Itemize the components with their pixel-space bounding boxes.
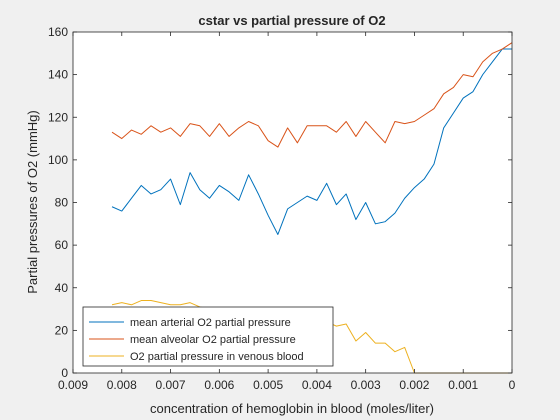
ticks-layer: 0.009 0.008 0.007 0.006 0.005 0.004 0.003 0.002… xyxy=(48,25,516,392)
x-tick-label: 0.002 xyxy=(399,378,429,392)
x-tick-label: 0.004 xyxy=(302,378,332,392)
y-tick-label: 40 xyxy=(55,281,69,295)
y-tick-label: 140 xyxy=(48,68,68,82)
y-tick-label: 0 xyxy=(61,366,68,380)
y-tick-label: 100 xyxy=(48,153,68,167)
axes-box xyxy=(72,31,513,374)
x-tick-label: 0.007 xyxy=(156,378,186,392)
legend-label-3: O2 partial pressure in venous blood xyxy=(130,351,304,363)
y-axis-label: Partial pressures of O2 (mmHg) xyxy=(25,110,40,294)
y-tick-label: 20 xyxy=(55,323,69,337)
x-tick-label: 0.003 xyxy=(351,378,381,392)
series-line-2 xyxy=(111,42,513,148)
legend-label-1: mean arterial O2 partial pressure xyxy=(130,317,291,329)
x-tick-label: 0.006 xyxy=(204,378,234,392)
legend-box xyxy=(82,306,334,367)
series-line-1 xyxy=(111,48,512,235)
x-tick-label: 0.005 xyxy=(253,378,283,392)
x-tick-label: 0.001 xyxy=(448,378,478,392)
x-tick-label: 0.009 xyxy=(58,378,88,392)
y-tick-label: 60 xyxy=(55,238,69,252)
x-tick-label: 0.008 xyxy=(107,378,137,392)
legend: mean arterial O2 partial pressure mean al… xyxy=(82,306,334,367)
y-tick-label: 120 xyxy=(48,110,68,124)
y-tick-label: 80 xyxy=(55,196,69,210)
x-tick-label: 0 xyxy=(509,378,516,392)
x-axis-label: concentration of hemoglobin in blood (mo… xyxy=(150,401,434,416)
chart-title: cstar vs partial pressure of O2 xyxy=(198,13,385,28)
legend-label-2: mean alveolar O2 partial pressure xyxy=(130,334,296,346)
y-tick-label: 160 xyxy=(48,25,68,39)
